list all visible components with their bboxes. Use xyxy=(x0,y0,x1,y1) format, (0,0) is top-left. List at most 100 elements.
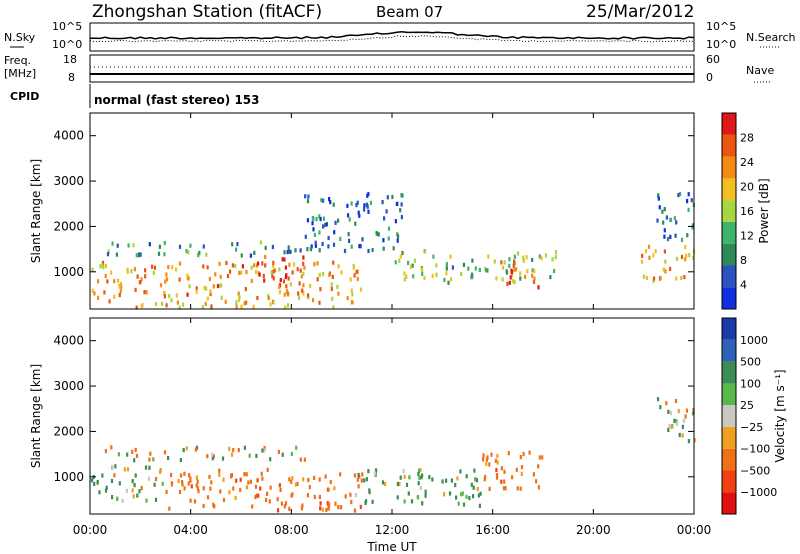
echo-cell xyxy=(472,494,475,499)
echo-cell xyxy=(690,198,693,203)
echo-cell xyxy=(279,278,282,283)
echo-cell xyxy=(131,479,134,484)
echo-cell xyxy=(289,282,292,287)
echo-cell xyxy=(111,241,114,246)
echo-cell xyxy=(230,474,233,479)
echo-cell xyxy=(465,474,468,479)
echo-cell xyxy=(460,492,463,497)
echo-cell xyxy=(211,456,214,461)
echo-cell xyxy=(363,478,366,483)
echo-cell xyxy=(367,209,370,214)
echo-cell xyxy=(667,427,670,433)
echo-cell xyxy=(477,493,480,498)
echo-cell xyxy=(417,471,420,477)
echo-cell xyxy=(251,504,254,509)
echo-cell xyxy=(504,486,507,491)
echo-cell xyxy=(685,253,688,258)
echo-cell xyxy=(170,298,173,303)
echo-cell xyxy=(163,240,166,246)
echo-cell xyxy=(364,500,367,506)
echo-cell xyxy=(283,257,286,262)
echo-cell xyxy=(675,220,678,225)
echo-cell xyxy=(116,496,119,501)
echo-cell xyxy=(359,287,363,292)
echo-cell xyxy=(218,261,221,266)
echo-cell xyxy=(228,446,231,451)
echo-cell xyxy=(300,506,303,511)
echo-cell xyxy=(119,282,123,287)
echo-cell xyxy=(361,237,364,242)
echo-cell xyxy=(248,453,251,458)
echo-cell xyxy=(659,405,662,410)
freq-unit: [MHz] xyxy=(4,67,36,80)
echo-cell xyxy=(683,275,686,280)
echo-cell xyxy=(101,473,104,478)
echo-cell xyxy=(680,237,684,242)
echo-cell xyxy=(314,243,317,248)
echo-cell xyxy=(478,503,481,508)
y-tick-label: 3000 xyxy=(53,174,84,188)
echo-cell xyxy=(373,471,377,476)
echo-cell xyxy=(163,291,166,296)
echo-cell xyxy=(98,490,101,495)
echo-cell xyxy=(259,486,262,491)
echo-cell xyxy=(119,289,122,294)
echo-cell xyxy=(350,201,353,206)
echo-cell xyxy=(204,301,207,306)
echo-cell xyxy=(105,485,108,490)
freq-tick-low: 8 xyxy=(68,71,75,84)
echo-cell xyxy=(332,202,335,207)
colorbar-tick-label: 4 xyxy=(740,279,747,292)
echo-cell xyxy=(359,504,362,509)
echo-cell xyxy=(432,254,435,259)
echo-cell xyxy=(495,475,499,480)
echo-cell xyxy=(134,473,137,478)
echo-cell xyxy=(684,257,687,262)
echo-cell xyxy=(218,468,221,473)
echo-cell xyxy=(219,274,222,279)
echo-cell xyxy=(195,286,198,291)
echo-cell xyxy=(238,270,241,275)
echo-cell xyxy=(117,278,120,283)
figure-title: Zhongshan Station (fitACF) xyxy=(92,2,322,22)
echo-cell xyxy=(685,408,689,413)
echo-cell xyxy=(421,501,424,506)
colorbar-segment xyxy=(722,156,736,179)
echo-cell xyxy=(216,284,220,289)
echo-cell xyxy=(493,259,496,264)
echo-cell xyxy=(302,283,305,288)
echo-cell xyxy=(445,262,448,267)
echo-cell xyxy=(187,276,190,281)
echo-cell xyxy=(286,289,289,294)
echo-cell xyxy=(240,304,243,309)
echo-cell xyxy=(508,280,511,285)
echo-cell xyxy=(163,450,167,455)
echo-cell xyxy=(202,503,205,509)
echo-cell xyxy=(403,474,406,479)
echo-cell xyxy=(472,485,475,490)
echo-cell xyxy=(287,276,290,281)
echo-cell xyxy=(421,267,424,272)
echo-cell xyxy=(294,482,297,487)
echo-cell xyxy=(347,232,350,237)
echo-cell xyxy=(104,488,108,493)
echo-cell xyxy=(348,217,351,222)
echo-cell xyxy=(236,242,239,247)
echo-cell xyxy=(686,199,689,204)
echo-cell xyxy=(513,267,516,272)
colorbar-segment xyxy=(722,405,736,427)
echo-cell xyxy=(462,502,466,507)
echo-cell xyxy=(179,458,182,463)
echo-cell xyxy=(188,284,191,289)
nsky-tick-high: 10^5 xyxy=(52,20,82,33)
echo-cell xyxy=(327,504,330,509)
x-tick-label: 04:00 xyxy=(173,523,208,537)
nsky-tick-low: 10^0 xyxy=(52,38,82,51)
echo-cell xyxy=(210,480,213,485)
echo-cell xyxy=(312,227,315,232)
echo-cell xyxy=(396,495,399,500)
echo-cell xyxy=(401,250,404,256)
echo-cell xyxy=(281,452,284,457)
echo-cell xyxy=(125,488,128,493)
